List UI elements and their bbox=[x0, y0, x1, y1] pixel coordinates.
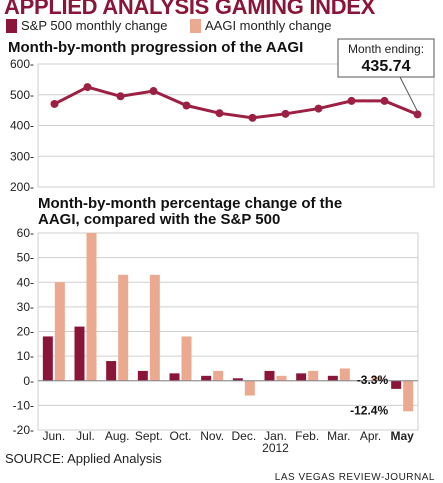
chart-main-title: APPLIED ANALYSIS GAMING INDEX bbox=[4, 0, 376, 19]
aagi-point bbox=[83, 83, 92, 92]
aagi-bar bbox=[339, 368, 350, 381]
bar-chart-xtick-sublabel: 2012 bbox=[262, 441, 289, 455]
aagi-bar bbox=[86, 233, 97, 381]
legend-swatch-aagi bbox=[190, 18, 201, 33]
bar-chart-ytick-label: 40- bbox=[17, 275, 34, 289]
legend-label-sp500: S&P 500 monthly change bbox=[21, 18, 168, 33]
aagi-line-series bbox=[53, 85, 419, 120]
aagi-point bbox=[413, 110, 422, 119]
sp500-bar bbox=[264, 370, 275, 381]
aagi-point bbox=[281, 109, 290, 118]
bar-chart-xtick-label: Aug. bbox=[105, 429, 130, 443]
legend-item-sp500: S&P 500 monthly change bbox=[6, 18, 167, 33]
aagi-point bbox=[314, 104, 323, 113]
bar-chart-ytick-label: 0- bbox=[23, 374, 34, 388]
aagi-bar bbox=[244, 380, 255, 396]
source-note: SOURCE: Applied Analysis bbox=[5, 451, 162, 466]
bar-data-label: -3.3% bbox=[357, 373, 389, 387]
callout-value: 435.74 bbox=[362, 58, 411, 75]
bar-chart-xtick-label: Apr. bbox=[360, 429, 381, 443]
aagi-bar bbox=[118, 274, 129, 381]
bar-chart-xtick-label: Jul. bbox=[76, 429, 95, 443]
line-chart-ytick-label: 500- bbox=[10, 88, 34, 102]
month-ending-callout: Month ending: 435.74 bbox=[337, 38, 435, 112]
legend-label-aagi: AAGI monthly change bbox=[205, 18, 332, 33]
aagi-bar bbox=[149, 274, 160, 381]
bar-chart-ytick-label: 10- bbox=[17, 349, 34, 363]
callout-box bbox=[337, 38, 435, 78]
callout-pointer bbox=[399, 76, 418, 112]
bar-chart-xtick-label: Oct. bbox=[169, 429, 191, 443]
bar-chart-ytick-label: 60- bbox=[17, 226, 34, 240]
aagi-bar bbox=[181, 336, 192, 381]
sp500-bar bbox=[42, 336, 53, 381]
bar-chart-xtick-label: Feb. bbox=[295, 429, 319, 443]
line-chart-title: Month-by-month progression of the AAGI bbox=[8, 39, 304, 56]
bar-chart-ytick-label: -10- bbox=[13, 398, 34, 412]
callout-label: Month ending: bbox=[348, 42, 424, 56]
sp500-bar bbox=[137, 370, 148, 381]
publication-credit: LAS VEGAS REVIEW-JOURNAL bbox=[274, 472, 435, 483]
aagi-bar bbox=[54, 282, 65, 381]
line-chart-ytick-label: 600- bbox=[10, 57, 34, 71]
bar-chart-xtick-label: Jan. bbox=[264, 429, 287, 443]
bar-chart-title: Month-by-month percentage change of the … bbox=[38, 195, 343, 228]
line-chart: 200- 300- 400- 500- 600- bbox=[10, 57, 435, 194]
legend-swatch-sp500 bbox=[6, 18, 17, 33]
sp500-bar bbox=[296, 373, 307, 381]
bar-chart-xtick-label: Nov. bbox=[200, 429, 224, 443]
sp500-bar bbox=[327, 375, 338, 381]
aagi-bar bbox=[276, 375, 287, 381]
sp500-bar bbox=[169, 373, 180, 381]
line-chart-ytick-label: 300- bbox=[10, 149, 34, 163]
aagi-point bbox=[380, 96, 389, 105]
bar-chart-xtick-label: Jun. bbox=[42, 429, 65, 443]
sp500-bar bbox=[232, 378, 243, 381]
aagi-point bbox=[149, 87, 158, 96]
bar-chart-ytick-label: 20- bbox=[17, 325, 34, 339]
bar-chart-ytick-label: -20- bbox=[13, 423, 34, 437]
aagi-point bbox=[248, 113, 257, 122]
aagi-point bbox=[347, 96, 356, 105]
line-chart-ytick-label: 200- bbox=[10, 180, 34, 194]
bar-chart-ytick-label: 50- bbox=[17, 251, 34, 265]
aagi-bar bbox=[213, 370, 224, 381]
bar-data-label: -12.4% bbox=[350, 403, 388, 417]
aagi-point bbox=[116, 92, 125, 101]
bar-chart: -20- -10- 0- 10- 20- 30- 40- 50- 60- Jun. Jul. Aug.… bbox=[13, 226, 419, 455]
aagi-bar bbox=[371, 377, 382, 381]
aagi-point bbox=[50, 99, 59, 108]
line-chart-ytick-label: 400- bbox=[10, 119, 34, 133]
sp500-bar bbox=[74, 326, 85, 381]
aagi-point bbox=[215, 109, 224, 118]
bar-chart-ytick-label: 30- bbox=[17, 300, 34, 314]
sp500-bar bbox=[391, 380, 402, 389]
aagi-bar bbox=[308, 370, 319, 381]
sp500-bar bbox=[106, 361, 117, 381]
bar-chart-xtick-label: May bbox=[390, 429, 414, 443]
aagi-point bbox=[182, 101, 191, 110]
sp500-bar bbox=[201, 375, 212, 381]
bar-chart-xtick-label: Dec. bbox=[231, 429, 256, 443]
bar-chart-xtick-label: Sept. bbox=[135, 429, 163, 443]
aagi-bar bbox=[403, 380, 414, 412]
bar-chart-xtick-label: Mar. bbox=[327, 429, 350, 443]
legend-item-aagi: AAGI monthly change bbox=[190, 18, 331, 33]
